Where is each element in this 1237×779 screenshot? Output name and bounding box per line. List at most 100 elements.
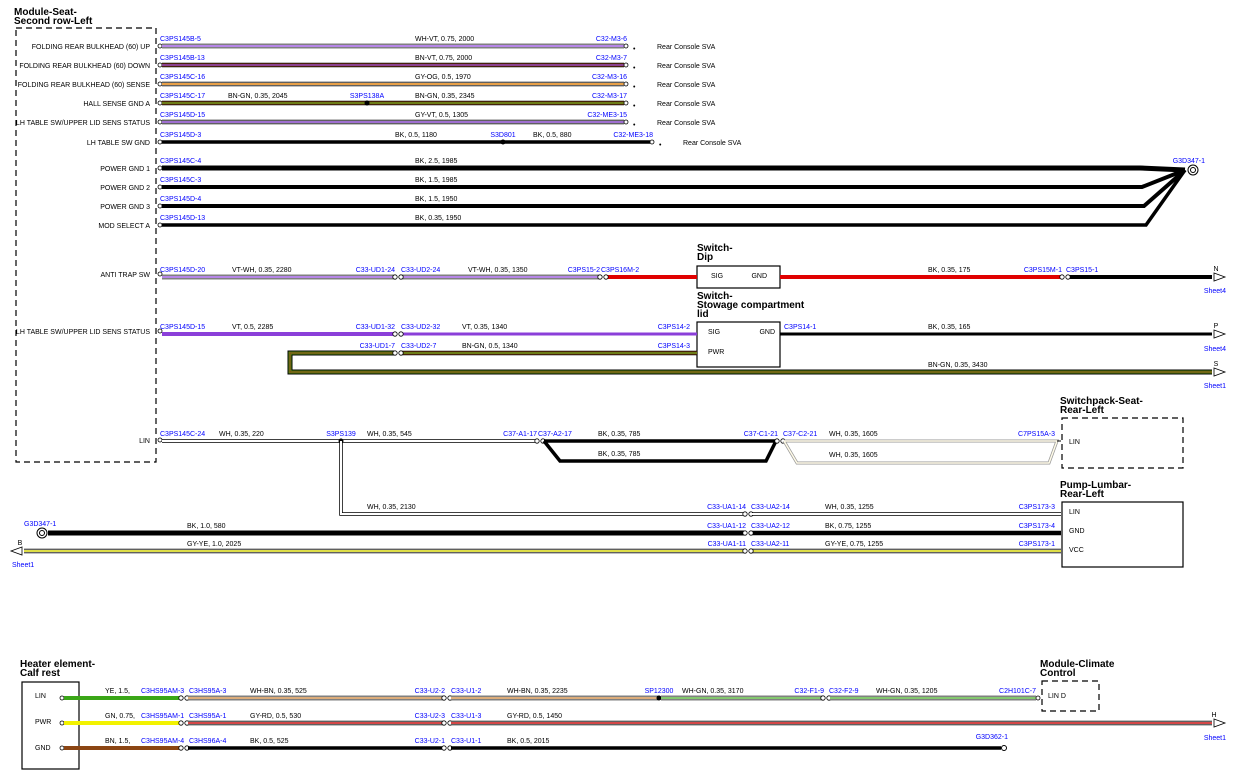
rear-console-pin — [623, 62, 629, 68]
connector-id: C37-C1-21 — [744, 431, 778, 438]
connector-id: C33-U1-1 — [451, 738, 481, 745]
pin-marker: • — [633, 103, 636, 110]
connector-pair-a — [392, 331, 398, 337]
connector-pair-b — [748, 530, 754, 536]
connector-pair-a — [441, 745, 447, 751]
connector-id: C33-UA2-11 — [751, 541, 789, 548]
connector-id: C33-UD2-7 — [401, 343, 437, 350]
ground-wire — [162, 165, 1186, 173]
connector-pair-a — [392, 274, 398, 280]
connector-id: C33-UD2-32 — [401, 324, 440, 331]
wire-spec: WH-VT, 0.75, 2000 — [415, 36, 474, 43]
seat-module-box — [15, 27, 157, 463]
sheet-ref: Sheet1 — [1204, 735, 1226, 742]
seat-pin — [157, 437, 163, 443]
connector-id: C3PS15M-1 — [1024, 267, 1062, 274]
destination: Rear Console SVA — [657, 82, 716, 89]
pin-marker: • — [659, 142, 662, 149]
connector-id: C3HS95AM-1 — [141, 713, 184, 720]
splice-dot — [364, 100, 370, 106]
off-sheet-id: P — [1214, 323, 1219, 330]
connector-id: C33-U1-3 — [451, 713, 481, 720]
off-sheet-arrow — [9, 546, 23, 556]
wire-spec: BK, 0.5, 1180 — [395, 132, 437, 139]
wire-spec: BK, 1.5, 1950 — [415, 196, 458, 203]
stowage-switch-title: Switch- — [697, 291, 733, 302]
wire-spec: GY-RD, 0.5, 530 — [250, 713, 301, 720]
pump-title: Pump-Lumbar- — [1060, 480, 1131, 491]
splice-dot — [656, 695, 662, 701]
wire-spec: BN-GN, 0.5, 1340 — [462, 343, 518, 350]
lin-wire-outline — [782, 439, 1060, 465]
rear-console-pin — [623, 100, 629, 106]
seat-pin-label: FOLDING REAR BULKHEAD (60) UP — [32, 44, 151, 51]
wire-spec: WH, 0.35, 1605 — [829, 452, 878, 459]
connector-id: C3PS145D-3 — [160, 132, 201, 139]
pwr-wire-stripe — [289, 352, 1212, 373]
wire-spec: BN-GN, 0.35, 2045 — [228, 93, 288, 100]
off-sheet-arrow — [1213, 272, 1227, 282]
seat-pin-label: LH TABLE SW/UPPER LID SENS STATUS — [16, 120, 150, 127]
connector-id: C33-UA2-14 — [751, 504, 790, 511]
connector-id: C3HS96A-4 — [189, 738, 226, 745]
stowage-switch-title: lid — [697, 309, 709, 320]
heater-pin-label: PWR — [35, 719, 51, 726]
sheet-ref: Sheet4 — [1204, 288, 1226, 295]
connector-id: C3PS14-1 — [784, 324, 816, 331]
seat-pin — [157, 328, 163, 334]
dip-switch-title: Switch- — [697, 243, 733, 254]
switchpack-pin-label: LIN — [1069, 439, 1080, 446]
connector-id: C3PS15-2 — [568, 267, 600, 274]
wire-spec: GN, 0.75, — [105, 713, 135, 720]
connector-id: C3HS95AM-3 — [141, 688, 184, 695]
destination: Rear Console SVA — [657, 44, 716, 51]
seat-pin-label: POWER GND 1 — [100, 166, 150, 173]
connector-id: C33-UA1-12 — [707, 523, 746, 530]
wire-spec: WH, 0.35, 1605 — [829, 431, 878, 438]
stowage-pin-label: GND — [759, 329, 775, 336]
splice-id: S3PS138A — [350, 93, 385, 100]
heater-pin-label: GND — [35, 745, 51, 752]
wire-spec: GY-VT, 0.5, 1305 — [415, 112, 468, 119]
lin-wire — [783, 440, 1059, 464]
seat-pin-label: MOD SELECT A — [98, 223, 150, 230]
connector-id: C3PS145C-24 — [160, 431, 205, 438]
connector-id: C3PS145D-13 — [160, 215, 205, 222]
ground-wire — [162, 168, 1187, 227]
stowage-pin-label: PWR — [708, 349, 724, 356]
climate-title: Module-Climate — [1040, 659, 1115, 670]
seat-pin-label: POWER GND 3 — [100, 204, 150, 211]
dip-pin-label: GND — [751, 273, 767, 280]
wire-spec: GY-OG, 0.5, 1970 — [415, 74, 471, 81]
destination: Rear Console SVA — [657, 101, 716, 108]
connector-id: C3PS16M-2 — [601, 267, 639, 274]
wire-spec: BK, 0.5, 880 — [533, 132, 572, 139]
seat-pin — [157, 100, 163, 106]
wire-spec: BN, 1.5, — [105, 738, 130, 745]
switchpack-title: Rear-Left — [1060, 405, 1105, 416]
connector-pair-a — [178, 720, 184, 726]
connector-id: C33-U1-2 — [451, 688, 481, 695]
connector-id: C3PS145D-15 — [160, 324, 205, 331]
wire-spec: BK, 0.35, 175 — [928, 267, 971, 274]
wire-spec: WH-GN, 0.35, 3170 — [682, 688, 744, 695]
connector-id: C32-ME3-18 — [613, 132, 653, 139]
lin-wire-black — [542, 439, 779, 463]
off-sheet-id: S — [1214, 361, 1219, 368]
connector-id: C3PS145D-15 — [160, 112, 205, 119]
connector-id: C3PS14-3 — [658, 343, 690, 350]
lin-branch-wire — [340, 441, 744, 515]
splice-dot — [500, 139, 506, 145]
connector-id: C33-UA1-14 — [707, 504, 746, 511]
wire-spec: WH-BN, 0.35, 525 — [250, 688, 307, 695]
dip-pin-label: SIG — [711, 273, 723, 280]
wire-spec: BK, 0.5, 525 — [250, 738, 289, 745]
ground-id: G3D362-1 — [976, 734, 1008, 741]
switchpack-title: Switchpack-Seat- — [1060, 396, 1143, 407]
connector-pair-b — [603, 274, 609, 280]
ground-symbol-inner — [39, 530, 45, 536]
wire-spec: BK, 1.5, 1985 — [415, 177, 458, 184]
connector-pair-a — [534, 438, 540, 444]
